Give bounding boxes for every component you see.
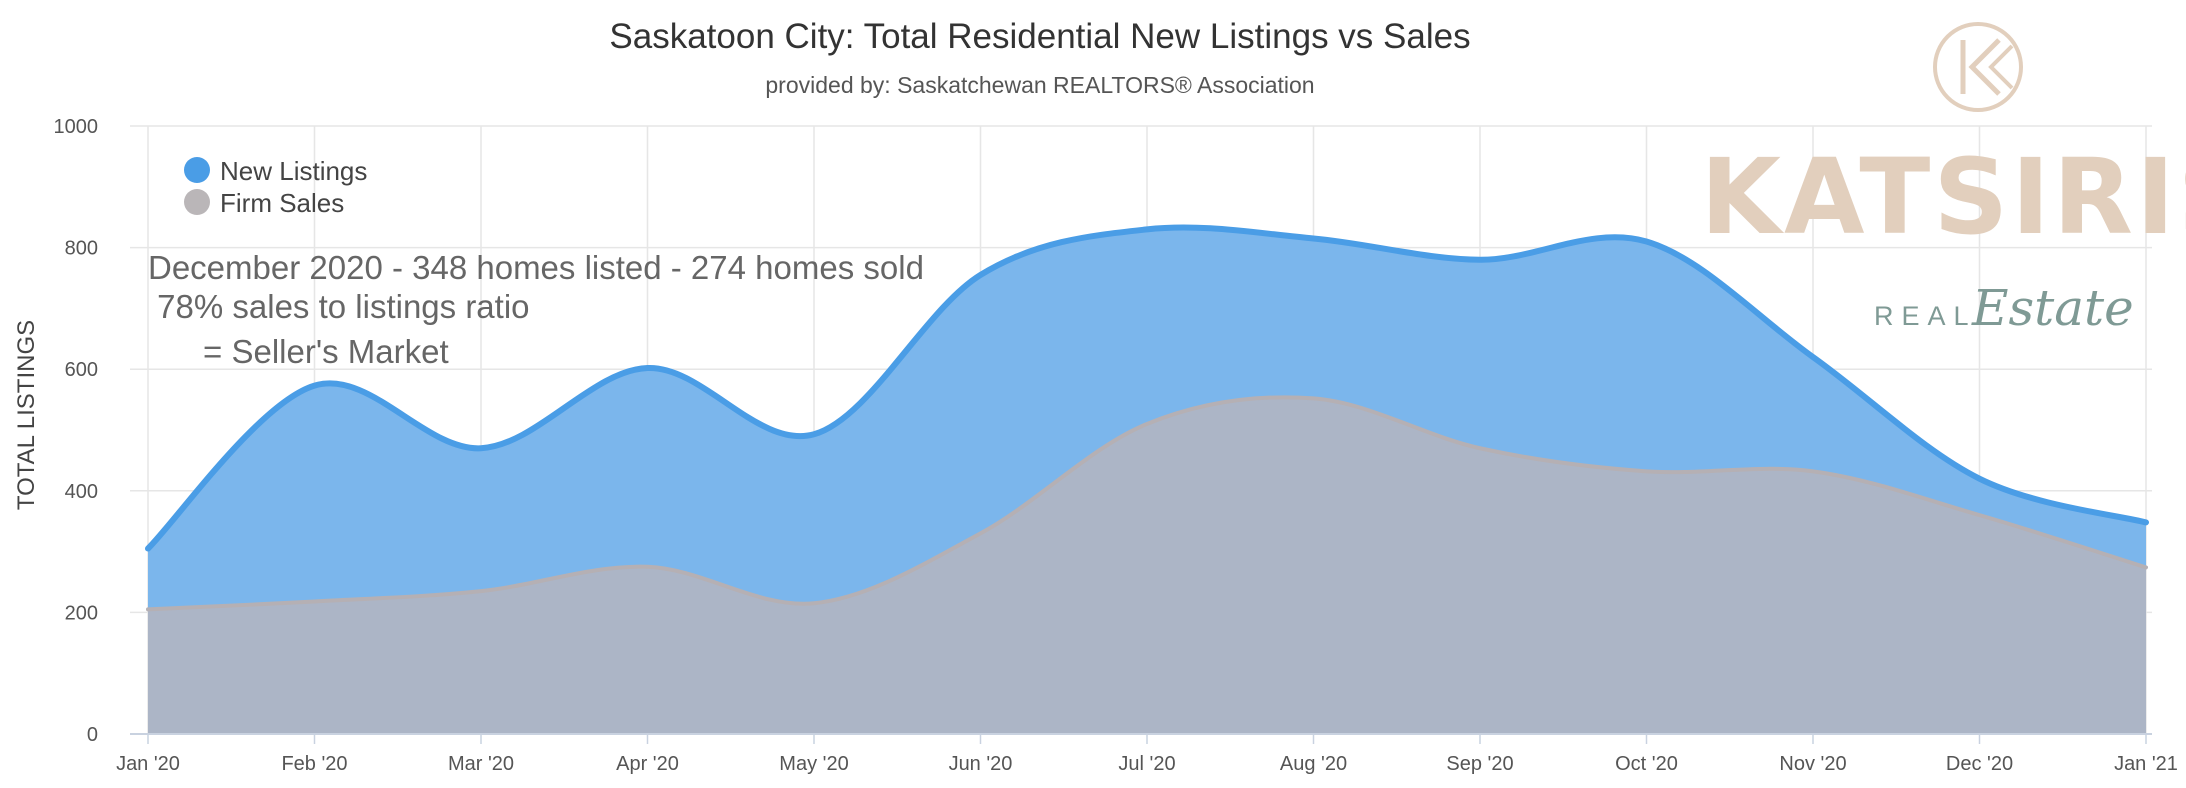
x-tick-label: May '20 bbox=[779, 753, 848, 775]
series-line-firm-sales bbox=[146, 395, 2148, 612]
katsiris-k-logo-icon bbox=[1933, 22, 2023, 112]
x-tick-label: Oct '20 bbox=[1615, 753, 1678, 775]
x-tick-label: Sep '20 bbox=[1446, 753, 1513, 775]
legend-label-new-listings[interactable]: New Listings bbox=[220, 156, 367, 186]
legend-swatch-firm-sales[interactable] bbox=[184, 189, 210, 215]
x-tick-label: Dec '20 bbox=[1946, 753, 2013, 775]
x-tick-label: Mar '20 bbox=[448, 753, 514, 775]
x-tick-label: Apr '20 bbox=[616, 753, 679, 775]
legend-label-firm-sales[interactable]: Firm Sales bbox=[220, 188, 344, 218]
brand-real: REAL bbox=[1874, 301, 1977, 331]
x-tick-label: Nov '20 bbox=[1779, 753, 1846, 775]
x-tick-label: Jun '20 bbox=[949, 753, 1013, 775]
y-axis-label: TOTAL LISTINGS bbox=[13, 320, 40, 510]
y-tick-label: 400 bbox=[65, 481, 98, 503]
brand-estate: Estate bbox=[1971, 279, 2134, 337]
y-tick-label: 1000 bbox=[54, 116, 99, 138]
x-tick-label: Aug '20 bbox=[1280, 753, 1347, 775]
annotation-line-3: = Seller's Market bbox=[148, 333, 449, 370]
series-line-new-listings bbox=[145, 224, 2149, 552]
legend: New Listings Firm Sales bbox=[184, 156, 367, 218]
market-annotation: December 2020 - 348 homes listed - 274 h… bbox=[148, 249, 924, 370]
x-tick-label: Feb '20 bbox=[281, 753, 347, 775]
annotation-line-2: 78% sales to listings ratio bbox=[148, 288, 530, 325]
chart-subtitle: provided by: Saskatchewan REALTORS® Asso… bbox=[765, 72, 1314, 98]
x-tick-label: Jul '20 bbox=[1118, 753, 1175, 775]
brand-name: KATSIRIS bbox=[1700, 136, 2186, 258]
annotation-line-1: December 2020 - 348 homes listed - 274 h… bbox=[148, 249, 924, 286]
plot-area bbox=[145, 224, 2149, 735]
area-firm-sales bbox=[148, 397, 2146, 734]
legend-swatch-new-listings[interactable] bbox=[184, 157, 210, 183]
axes: 0 200 400 600 800 1000 Jan '20 Feb '20 Mar '20 Ap… bbox=[54, 116, 2178, 775]
y-tick-label: 600 bbox=[65, 359, 98, 381]
y-tick-label: 800 bbox=[65, 238, 98, 260]
x-tick-label: Jan '21 bbox=[2114, 753, 2178, 775]
brand-logo: KATSIRIS REAL Estate bbox=[1700, 22, 2186, 337]
y-tick-label: 0 bbox=[87, 724, 98, 746]
chart-title: Saskatoon City: Total Residential New Li… bbox=[609, 17, 1470, 56]
x-tick-label: Jan '20 bbox=[116, 753, 180, 775]
y-tick-label: 200 bbox=[65, 602, 98, 624]
